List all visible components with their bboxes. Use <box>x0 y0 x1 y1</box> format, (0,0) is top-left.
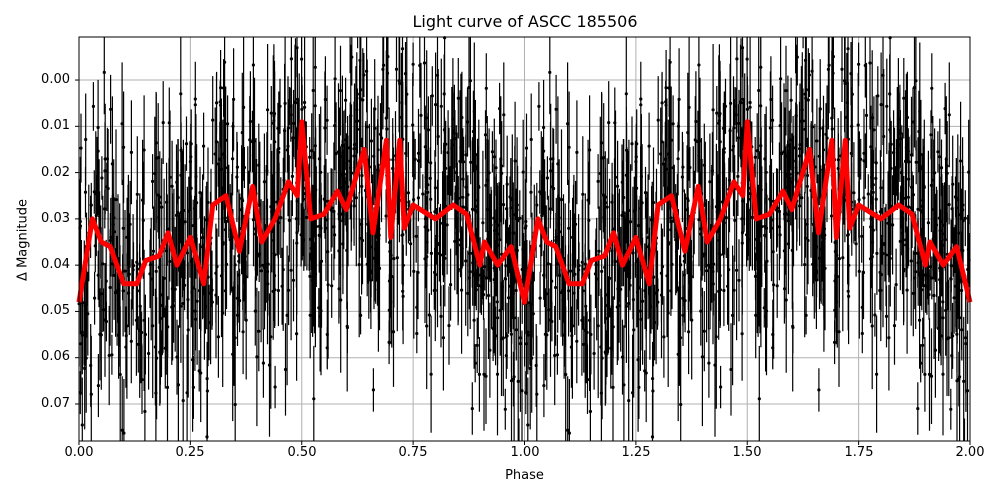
x-tick-label: 1.00 <box>510 445 540 460</box>
x-tick-label: 1.50 <box>732 445 762 460</box>
observation-points <box>77 36 971 441</box>
y-tick-label: 0.04 <box>41 257 70 272</box>
x-tick-label: 0.50 <box>287 445 317 460</box>
y-tick-label: 0.05 <box>41 303 70 318</box>
x-axis-label: Phase <box>505 468 544 483</box>
y-tick-label: 0.03 <box>41 211 70 226</box>
x-tick-label: 1.25 <box>621 445 651 460</box>
y-tick-label: 0.00 <box>41 72 70 87</box>
y-tick-label: 0.06 <box>41 349 70 364</box>
x-tick-label: 0.25 <box>175 445 205 460</box>
x-tick-label: 0.75 <box>398 445 428 460</box>
x-tick-label: 1.75 <box>844 445 874 460</box>
y-tick-label: 0.02 <box>41 165 70 180</box>
x-tick-label: 0.00 <box>64 445 94 460</box>
x-tick-label: 2.00 <box>955 445 985 460</box>
axis-ticks <box>75 79 971 445</box>
model-curve <box>76 119 973 305</box>
y-tick-label: 0.01 <box>41 118 70 133</box>
y-tick-label: 0.07 <box>41 396 70 411</box>
chart-title: Light curve of ASCC 185506 <box>412 12 638 31</box>
